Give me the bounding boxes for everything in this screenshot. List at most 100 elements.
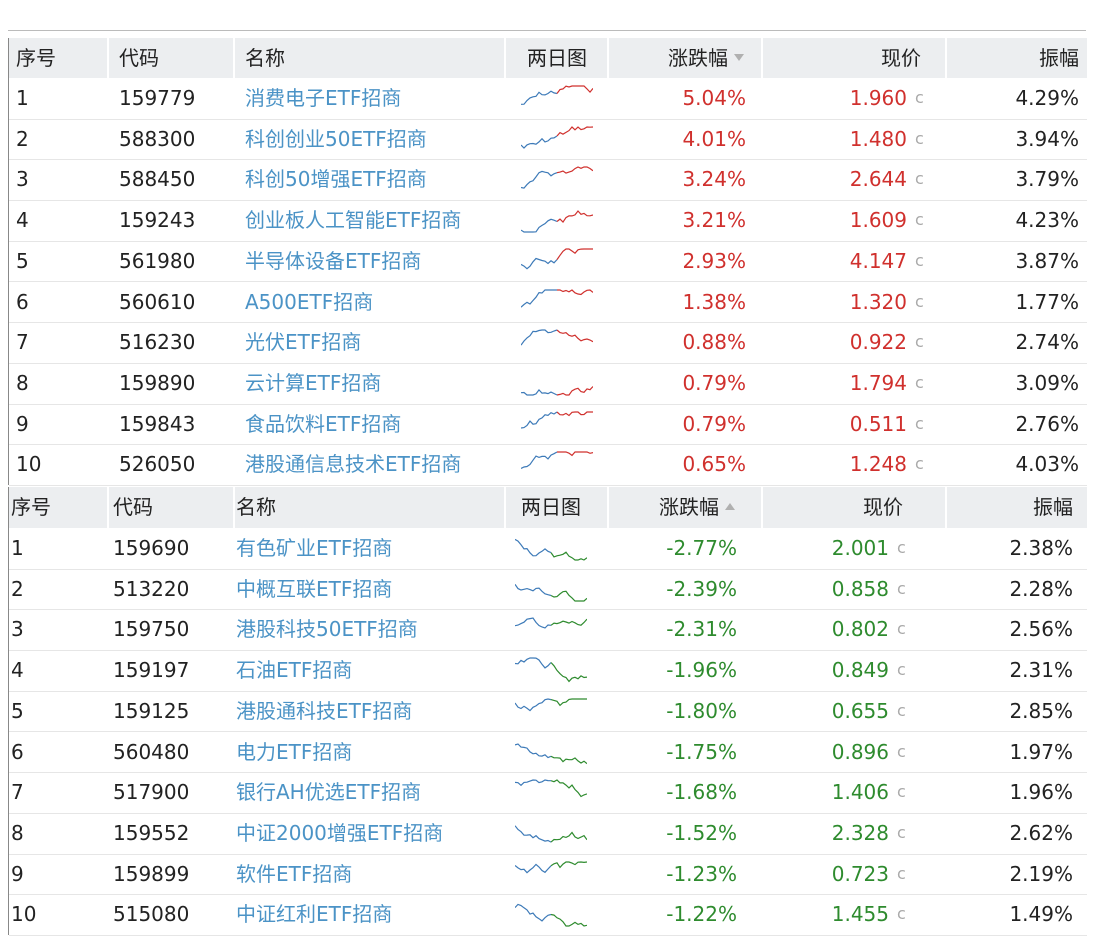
fund-name: 电力ETF招商 [236,739,353,764]
table-row: 7 516230 光伏ETF招商 0.88% 0.922 c 2.74% [9,322,1087,364]
sparkline-line [550,755,587,764]
code: 588300 [119,126,196,151]
sparkline-line [556,329,593,343]
header-separator [607,38,609,78]
sparkline [521,288,593,308]
amplitude: 4.29% [1015,86,1079,110]
fund-name: 食品饮料ETF招商 [245,411,402,436]
sparkline-line [556,385,593,396]
table-row: 10 515080 中证红利ETF招商 -1.22% 1.455 c 1.49% [9,894,1087,936]
price: 0.655 [831,698,889,723]
rank: 2 [11,576,24,601]
rank: 10 [11,902,37,927]
price-suffix: c [897,782,906,802]
header-cell: 振幅 [1039,46,1079,70]
header-cell: 现价 [863,495,903,519]
sparkline-line [556,248,593,260]
fund-name: 中证2000增强ETF招商 [236,820,444,845]
rank: 7 [11,780,24,805]
price: 1.248 [849,452,907,477]
table-row: 3 588450 科创50增强ETF招商 3.24% 2.644 c 3.79% [9,159,1087,202]
amplitude: 2.19% [1009,861,1073,886]
change-pct: -1.52% [666,820,737,845]
amplitude: 4.03% [1015,452,1079,477]
table-row: 9 159899 软件ETF招商 -1.23% 0.723 c 2.19% [9,854,1087,896]
rank: 6 [16,289,29,314]
rank: 6 [11,739,24,764]
code: 526050 [119,452,196,477]
amplitude: 2.74% [1015,330,1079,355]
code: 159890 [119,370,196,395]
header-cell: 涨跌幅 [668,46,728,70]
sparkline-line [521,288,557,308]
rank: 8 [16,370,29,395]
code: 515080 [113,902,190,927]
table-row: 3 159750 港股科技50ETF招商 -2.31% 0.802 c 2.56% [9,609,1087,652]
change-pct: 1.38% [682,289,746,314]
table-row: 5 561980 半导体设备ETF招商 2.93% 4.147 c 3.87% [9,241,1087,283]
amplitude: 1.49% [1009,902,1073,927]
fund-name: 中证红利ETF招商 [236,902,393,927]
rank: 5 [11,698,24,723]
change-pct: 5.04% [682,86,746,110]
sparkline [521,210,593,233]
code: 159690 [113,536,190,560]
amplitude: 1.97% [1009,739,1073,764]
table-row: 6 560610 A500ETF招商 1.38% 1.320 c 1.77% [9,282,1087,324]
sparkline-line [515,825,552,843]
amplitude: 3.79% [1015,167,1079,192]
top-rule [8,30,1086,31]
price: 1.480 [849,126,907,151]
sparkline [515,698,587,712]
rank: 9 [11,861,24,886]
code: 561980 [119,248,196,273]
change-pct: 0.79% [682,370,746,395]
sparkline-line [515,698,552,712]
sparkline-line [521,329,558,346]
table-row: 1 159690 有色矿业ETF招商 -2.77% 2.001 c 2.38% [9,528,1087,570]
sparkline-line [557,288,593,295]
code: 159843 [119,411,196,436]
table-row: 4 159197 石油ETF招商 -1.96% 0.849 c 2.31% [9,650,1087,692]
rank: 1 [11,536,24,560]
table-row: 1 159779 消费电子ETF招商 5.04% 1.960 c 4.29% [9,78,1087,120]
price-suffix: c [915,332,924,352]
change-pct: -1.68% [666,780,737,805]
amplitude: 4.23% [1015,208,1079,233]
header-separator [504,487,506,528]
price: 4.147 [849,248,907,273]
fund-name: 半导体设备ETF招商 [245,248,422,273]
table-row: 5 159125 港股通科技ETF招商 -1.80% 0.655 c 2.85% [9,691,1087,733]
header-cell: 现价 [881,46,921,70]
fund-name: 银行AH优选ETF招商 [236,780,422,805]
header-separator [233,38,235,78]
amplitude: 3.09% [1015,370,1079,395]
header-cell: 两日图 [527,46,587,70]
sparkline-line [550,779,587,798]
price: 0.802 [831,617,889,642]
rank: 4 [16,208,29,233]
sparkline-line [556,125,593,137]
price-suffix: c [897,822,906,842]
table-row: 8 159890 云计算ETF招商 0.79% 1.794 c 3.09% [9,363,1087,405]
price-suffix: c [915,413,924,433]
fund-name: 中概互联ETF招商 [236,576,393,601]
fund-name: 港股科技50ETF招商 [236,617,418,642]
price: 0.858 [831,576,889,601]
price: 2.328 [831,820,889,845]
rank: 8 [11,820,24,845]
sparkline [521,85,593,105]
code: 159552 [113,820,190,845]
fund-name: 科创50增强ETF招商 [245,167,427,192]
price-suffix: c [897,863,906,883]
price: 1.455 [831,902,889,927]
sparkline-line [521,171,558,190]
sparkline [521,385,593,396]
price-suffix: c [897,660,906,680]
amplitude: 1.77% [1015,289,1079,314]
fund-name: 科创创业50ETF招商 [245,126,427,151]
sparkline-line [515,583,552,596]
sparkline-line [556,410,593,416]
sparkline [515,583,587,602]
price: 1.320 [849,289,907,314]
